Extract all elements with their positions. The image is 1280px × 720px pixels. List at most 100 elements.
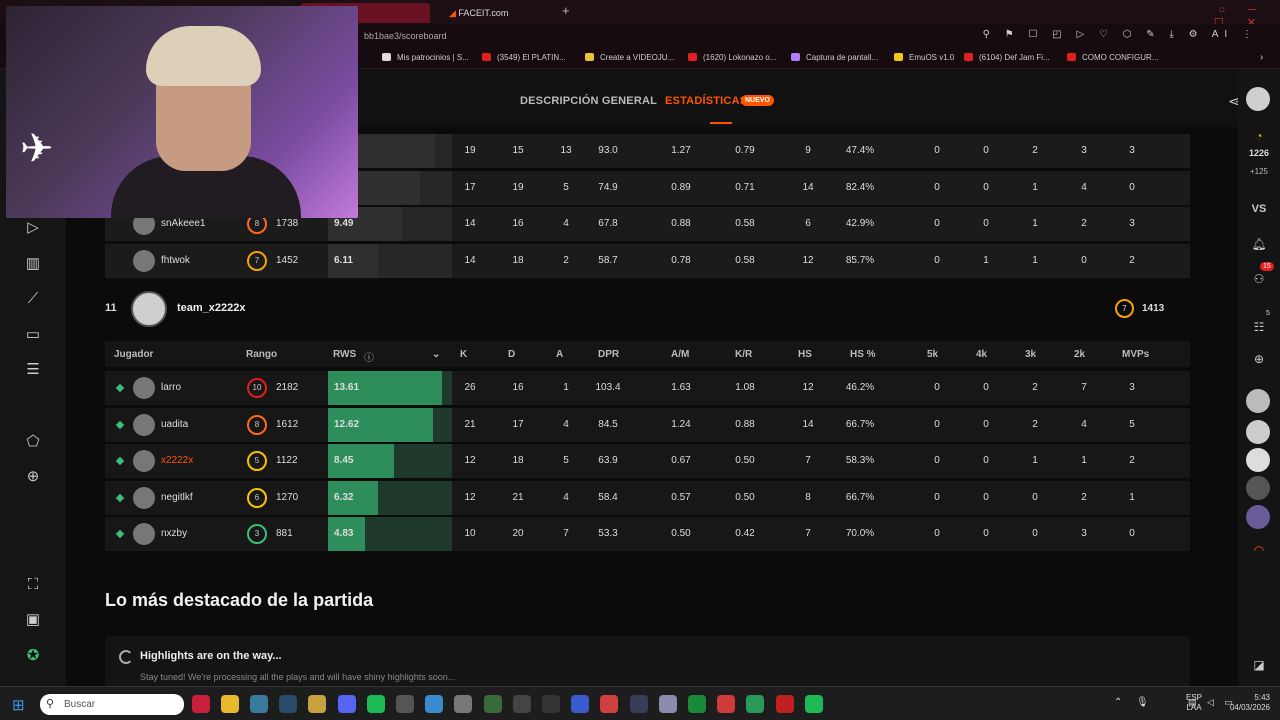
info-icon[interactable]: ⓘ: [364, 353, 374, 364]
window-controls[interactable]: ○ ─ ☐ ✕: [1213, 4, 1266, 29]
bookmark-item[interactable]: Captura de pantall...: [791, 52, 878, 64]
xbox-app-icon[interactable]: [688, 695, 706, 713]
friend-avatar[interactable]: [1246, 476, 1270, 500]
player-name[interactable]: negitlkf: [161, 491, 193, 503]
player-avatar[interactable]: [133, 486, 155, 509]
network-volume-battery-icons[interactable]: ▤ ◁ ▭: [1188, 697, 1237, 707]
windows-start-icon[interactable]: ⊞: [12, 697, 25, 714]
notepad-app-icon[interactable]: [425, 695, 443, 713]
friend-avatar[interactable]: [1246, 389, 1270, 413]
player-name[interactable]: fhtwok: [161, 254, 190, 266]
app-icon[interactable]: [396, 695, 414, 713]
chrome-app-icon[interactable]: [250, 695, 268, 713]
bookmark-item[interactable]: (1620) Lokonazo o...: [688, 52, 776, 64]
bookmark-item[interactable]: Mis patrocinios | S...: [382, 52, 469, 64]
app-icon[interactable]: [776, 695, 794, 713]
player-avatar[interactable]: [133, 213, 155, 235]
col-d[interactable]: D: [508, 349, 516, 360]
url-input[interactable]: bb1bae3/scoreboard: [364, 31, 447, 41]
team-avatar[interactable]: [131, 291, 167, 327]
party-icon[interactable]: ☷: [1253, 320, 1265, 334]
app-icon[interactable]: [484, 695, 502, 713]
add-friend-icon[interactable]: ⊕: [1253, 352, 1265, 366]
app-icon[interactable]: [513, 695, 531, 713]
player-avatar[interactable]: [133, 413, 155, 436]
app-icon[interactable]: [659, 695, 677, 713]
user-avatar[interactable]: [1246, 87, 1270, 111]
table-row[interactable]: negitlkf 6 1270 6.32 12 21 4 58.4 0.57 0.50 8 66.7%…: [105, 480, 1190, 515]
headset-icon[interactable]: ◠: [1253, 543, 1265, 557]
taskbar-search-input[interactable]: Buscar: [40, 694, 184, 715]
opera-gx-app-icon[interactable]: [192, 695, 210, 713]
spotify-app-icon[interactable]: [805, 695, 823, 713]
play-icon[interactable]: ▷: [27, 219, 39, 236]
col-kr[interactable]: K/R: [735, 349, 753, 360]
table-row[interactable]: larro 10 2182 13.61 26 16 1 103.4 1.63 1.08 12 46.2…: [105, 371, 1190, 405]
col-player[interactable]: Jugador: [114, 349, 154, 360]
add-icon[interactable]: ⊕: [26, 468, 40, 485]
browser-toolbar-icons[interactable]: ⚲ ⚑ ☐ ◰ ▷ ♡ ⬡ ✎ ⤓ ⚙ AI ⋮: [982, 29, 1258, 40]
player-avatar[interactable]: [133, 377, 155, 399]
stats-icon[interactable]: ⟋: [27, 290, 39, 307]
ai-button[interactable]: AI: [1211, 29, 1234, 40]
expand-icon[interactable]: ⛶: [27, 576, 39, 593]
col-k[interactable]: K: [460, 349, 468, 360]
new-tab-button[interactable]: +: [562, 3, 570, 18]
player-name[interactable]: uadita: [161, 418, 189, 430]
friend-avatar[interactable]: [1246, 420, 1270, 444]
table-row[interactable]: x2222x 5 1122 8.45 12 18 5 63.9 0.67 0.50 7 58.3% 0 0…: [105, 444, 1190, 478]
col-dpr[interactable]: DPR: [598, 349, 620, 360]
clock[interactable]: 5:43 04/03/2026: [1229, 693, 1270, 712]
bookmark-item[interactable]: (3549) El PLATIN...: [482, 52, 566, 64]
col-4k[interactable]: 4k: [976, 349, 988, 360]
bitwarden-app-icon[interactable]: [571, 695, 589, 713]
col-5k[interactable]: 5k: [927, 349, 939, 360]
vs-button[interactable]: VS: [1251, 203, 1267, 215]
mic-icon[interactable]: 🎙︎: [1136, 697, 1149, 708]
video-icon[interactable]: ▭: [25, 326, 41, 343]
player-avatar[interactable]: [133, 523, 155, 545]
bookmark-item[interactable]: (6104) Def Jam Fi...: [964, 52, 1050, 64]
friend-avatar[interactable]: [1246, 448, 1270, 472]
bookmark-item[interactable]: Create a VIDEOJU...: [585, 52, 674, 64]
ranking-icon[interactable]: ▥: [25, 255, 41, 272]
col-2k[interactable]: 2k: [1074, 349, 1086, 360]
table-row[interactable]: uadita 8 1612 12.62 21 17 4 84.5 1.24 0.88 14 66.7%…: [105, 407, 1190, 442]
col-a[interactable]: A: [556, 349, 564, 360]
app-icon[interactable]: [542, 695, 560, 713]
app-icon[interactable]: [630, 695, 648, 713]
file-explorer-app-icon[interactable]: [221, 695, 239, 713]
player-name[interactable]: snAkeee1: [161, 218, 206, 229]
col-rank[interactable]: Rango: [246, 349, 278, 360]
tab-statistics[interactable]: ESTADÍSTICAS: [665, 95, 748, 107]
spotify-app-icon[interactable]: [367, 695, 385, 713]
tray-chevron-up-icon[interactable]: ⌃: [1114, 697, 1123, 708]
app-icon[interactable]: [746, 695, 764, 713]
col-am[interactable]: A/M: [671, 349, 690, 360]
bookmarks-more-chevron-icon[interactable]: ›: [1260, 52, 1264, 63]
col-hs[interactable]: HS: [798, 349, 812, 360]
col-3k[interactable]: 3k: [1025, 349, 1037, 360]
friends-icon[interactable]: ⚇: [1253, 272, 1265, 286]
table-row[interactable]: fhtwok 7 1452 6.11 14 18 2 58.7 0.78 0.58 12 85.7% 0…: [105, 243, 1190, 278]
col-mvps[interactable]: MVPs: [1122, 349, 1150, 360]
player-avatar[interactable]: [133, 450, 155, 472]
bell-icon[interactable]: 🔔︎: [1251, 237, 1267, 251]
app-icon[interactable]: [308, 695, 326, 713]
col-hsp[interactable]: HS %: [850, 349, 876, 360]
steam-app-icon[interactable]: [279, 695, 297, 713]
share-icon[interactable]: ⋖: [1228, 93, 1240, 109]
player-name[interactable]: larro: [161, 382, 182, 393]
browser-tab-faceit[interactable]: ◢ FACEIT.com: [437, 3, 559, 23]
sort-chevron-down-icon[interactable]: ⌄: [432, 349, 441, 360]
discord-app-icon[interactable]: [338, 695, 356, 713]
app-icon[interactable]: [717, 695, 735, 713]
app-icon[interactable]: [454, 695, 472, 713]
language-indicator[interactable]: ESP LAA: [1185, 693, 1202, 712]
player-name[interactable]: nxzby: [161, 528, 188, 539]
faceit-logo-icon[interactable]: ◪: [1253, 658, 1265, 672]
friend-avatar[interactable]: [1246, 505, 1270, 529]
status-star-icon[interactable]: ✪: [26, 647, 40, 664]
player-avatar[interactable]: [133, 249, 155, 272]
list-icon[interactable]: ☰: [26, 361, 40, 378]
